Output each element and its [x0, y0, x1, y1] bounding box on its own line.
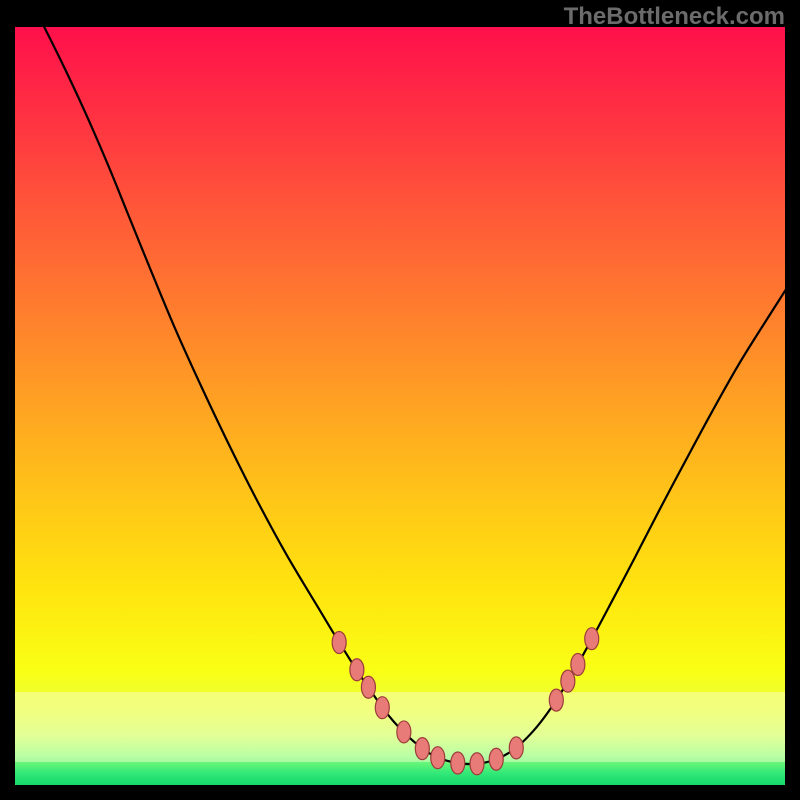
data-marker: [361, 676, 375, 698]
chart-container: TheBottleneck.com: [0, 0, 800, 800]
data-marker: [489, 748, 503, 770]
data-marker: [350, 659, 364, 681]
data-marker: [585, 628, 599, 650]
watermark-text: TheBottleneck.com: [564, 3, 785, 30]
data-marker: [451, 752, 465, 774]
data-marker: [431, 747, 445, 769]
gradient-background: [15, 27, 785, 785]
data-marker: [561, 670, 575, 692]
data-marker: [375, 697, 389, 719]
plot-area: [15, 12, 787, 785]
data-marker: [415, 738, 429, 760]
data-marker: [332, 631, 346, 653]
bottleneck-v-curve-chart: TheBottleneck.com: [0, 0, 800, 800]
data-marker: [571, 653, 585, 675]
data-marker: [470, 753, 484, 775]
data-marker: [549, 689, 563, 711]
data-marker: [397, 721, 411, 743]
data-marker: [509, 737, 523, 759]
